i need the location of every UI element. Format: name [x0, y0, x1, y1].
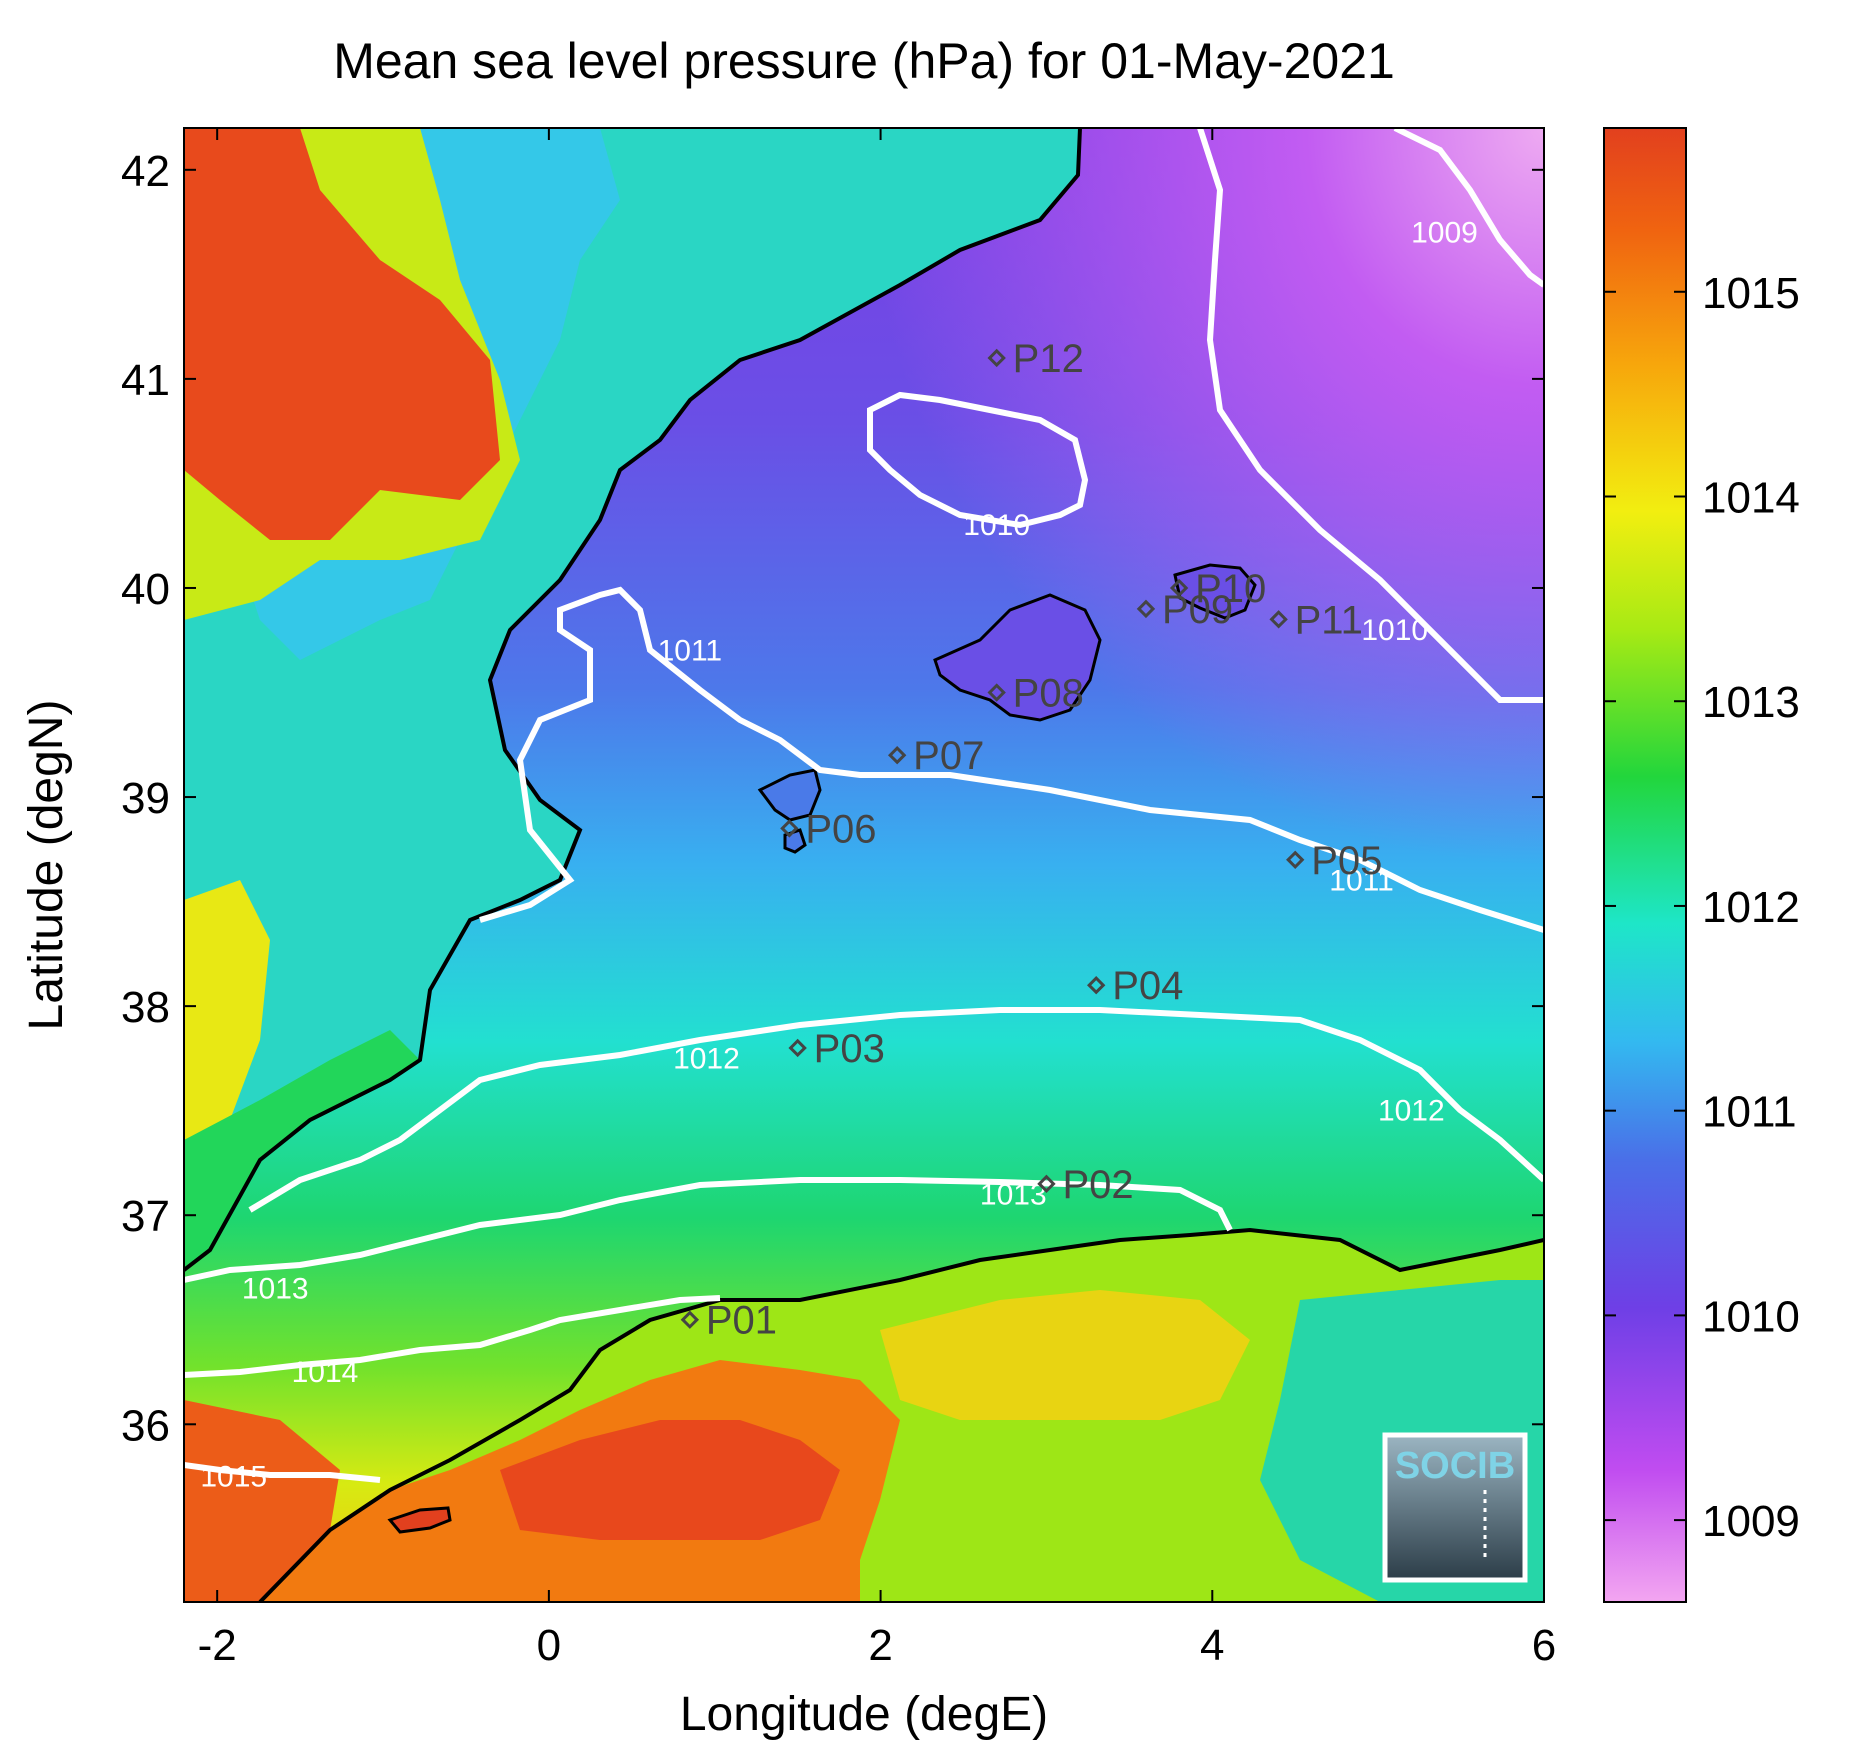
station-marker: [1136, 599, 1156, 619]
north-africa-red-ridge: [500, 1420, 840, 1540]
y-tick-label: 40: [121, 565, 170, 614]
map-title: Mean sea level pressure (hPa) for 01-May…: [333, 33, 1395, 89]
mallorca-island: [933, 593, 1102, 722]
station-marker: [788, 1038, 807, 1058]
y-tick-label: 42: [121, 147, 170, 196]
isobar-label: 1011: [1329, 865, 1394, 898]
isobar-label: 1015: [200, 1461, 267, 1494]
colorbar: 1009 1010 1011 1012 1013 1014 1015: [1603, 127, 1800, 1603]
station-marker: [680, 1310, 700, 1329]
y-tick-label: 41: [121, 356, 170, 405]
colorbar-tick-label: 1014: [1702, 474, 1800, 523]
colorbar-tick-label: 1011: [1702, 1088, 1797, 1137]
station-label: P08: [1013, 672, 1084, 716]
iberia-coast-greenband: [184, 1030, 420, 1270]
sw-high-pressure-area: [184, 1400, 340, 1602]
colorbar-ticks: 1009 1010 1011 1012 1013 1014 1015: [1604, 269, 1800, 1546]
iberia-coastline: [184, 128, 1082, 1272]
isobar-1009: [1393, 128, 1544, 288]
colorbar-gradient: [1603, 127, 1687, 1603]
y-tick-label: 38: [121, 983, 170, 1032]
x-tick-label: -2: [198, 1621, 237, 1670]
x-axis-title: Longitude (degE): [680, 1688, 1048, 1741]
isobar-1015: [184, 1462, 381, 1483]
north-africa-yellow-east: [880, 1290, 1250, 1420]
iberia-southwest-yellow: [184, 880, 270, 1190]
station-marker: [1087, 976, 1106, 995]
station-label: P05: [1311, 839, 1382, 883]
station-label: P07: [913, 734, 984, 778]
station-marker: [887, 746, 907, 765]
colorbar-tick-label: 1012: [1702, 883, 1800, 932]
x-axis: -2 0 2 4 6: [198, 128, 1556, 1670]
isobar-label: 1009: [1411, 217, 1478, 250]
colorbar-tick-label: 1009: [1702, 1497, 1800, 1546]
menorca-island: [1173, 563, 1257, 620]
station-marker: [1037, 1174, 1056, 1194]
station-marker: [1169, 578, 1189, 598]
isobar-label: 1014: [292, 1356, 359, 1389]
isobar-1010-closed: [867, 391, 1089, 529]
isobar-1011: [479, 586, 1544, 933]
station-marker: [780, 819, 799, 838]
station-label: P11: [1295, 598, 1363, 642]
station-label: P02: [1062, 1163, 1133, 1207]
isobar-label: 1010: [963, 509, 1030, 542]
isobar-label: 1013: [242, 1272, 309, 1305]
x-tick-label: 0: [537, 1621, 561, 1670]
station-label: P10: [1195, 567, 1266, 611]
station-label: P04: [1112, 964, 1183, 1008]
ibiza-island: [757, 768, 822, 822]
isobar-label: 1010: [1361, 614, 1428, 647]
isobar-label: 1013: [980, 1178, 1047, 1211]
station-label: P01: [706, 1299, 777, 1343]
colorbar-tick-label: 1015: [1702, 269, 1800, 318]
isobar-1010-north: [1197, 128, 1544, 703]
map-panel: 1009 1010 1010 1011 1011 1012 1012 1013 1013 1014…: [184, 128, 1544, 1602]
y-axis-title: Latitude (degN): [20, 700, 73, 1031]
iberia-highlands-red: [184, 128, 500, 540]
isobar-1014: [184, 1295, 721, 1378]
y-tick-label: 37: [121, 1192, 170, 1241]
y-tick-label: 39: [121, 774, 170, 823]
x-tick-label: 4: [1200, 1621, 1224, 1670]
station-marker: [1269, 610, 1288, 629]
station-marker: [987, 348, 1006, 368]
isobar-label: 1012: [673, 1042, 740, 1075]
socib-logo: SOCIB: [1382, 1432, 1528, 1583]
map-frame: [183, 127, 1545, 1603]
station-label: P03: [814, 1027, 885, 1071]
x-tick-label: 6: [1532, 1621, 1556, 1670]
station-label: P06: [805, 807, 876, 851]
isobar-label: 1011: [658, 635, 723, 668]
socib-logo-text: SOCIB: [1395, 1445, 1515, 1487]
africa-coastline: [258, 1227, 1544, 1602]
x-tick-label: 2: [868, 1621, 892, 1670]
isobar-labels: 1009 1010 1010 1011 1011 1012 1012 1013 1013 1014…: [200, 217, 1477, 1494]
y-axis: 36 37 38 39 40 41 42: [121, 147, 1544, 1450]
isobar-1012: [248, 1007, 1544, 1213]
isobar-label: 1012: [1378, 1095, 1445, 1128]
isobar-1013: [184, 1177, 1233, 1283]
station-label: P09: [1162, 588, 1233, 632]
station-marker: [1286, 850, 1305, 869]
colorbar-tick-label: 1010: [1702, 1292, 1800, 1341]
station-label: P12: [1013, 337, 1084, 381]
y-tick-label: 36: [121, 1401, 170, 1450]
station-marker: [987, 683, 1006, 702]
alboran-island: [387, 1506, 452, 1534]
colorbar-tick-label: 1013: [1702, 678, 1800, 727]
